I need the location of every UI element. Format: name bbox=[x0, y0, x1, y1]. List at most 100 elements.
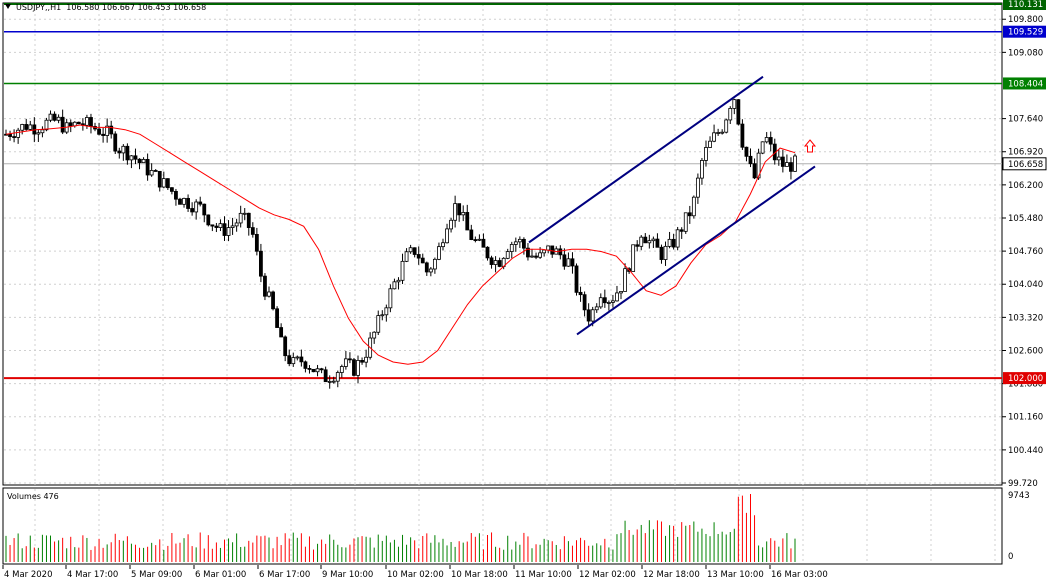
candle-body bbox=[384, 307, 389, 316]
price-panel bbox=[2, 2, 1003, 486]
price-tick-label: 100.440 bbox=[1008, 446, 1043, 456]
candle-body bbox=[234, 222, 239, 227]
candle-body bbox=[36, 132, 41, 135]
candle-body bbox=[760, 141, 765, 154]
candle-body bbox=[432, 258, 437, 270]
candle-body bbox=[275, 308, 279, 328]
time-label: 12 Mar 18:00 bbox=[643, 570, 700, 580]
time-label: 10 Mar 02:00 bbox=[387, 570, 444, 580]
candle-body bbox=[582, 294, 587, 311]
candle-body bbox=[732, 99, 737, 109]
candle-body bbox=[542, 249, 547, 254]
time-label: 4 Mar 17:00 bbox=[67, 570, 118, 580]
candle-body bbox=[481, 238, 486, 248]
candle-body bbox=[125, 145, 130, 161]
candle-body bbox=[695, 177, 700, 198]
candle-body bbox=[214, 225, 219, 228]
candle-body bbox=[720, 131, 725, 134]
price-tick-label: 105.480 bbox=[1008, 214, 1043, 224]
collapse-arrow-icon[interactable] bbox=[5, 4, 11, 9]
price-tick-label: 109.800 bbox=[1008, 15, 1043, 25]
candle-body bbox=[113, 133, 118, 152]
candle-body bbox=[149, 170, 154, 176]
candle-body bbox=[133, 155, 138, 160]
candle-body bbox=[360, 360, 364, 363]
candle-body bbox=[117, 150, 122, 154]
candle-body bbox=[319, 368, 324, 371]
candle-body bbox=[619, 291, 623, 294]
current-price-tag bbox=[1002, 157, 1047, 171]
candle-body bbox=[335, 372, 340, 382]
candle-body bbox=[776, 156, 781, 161]
candle-body bbox=[89, 117, 93, 127]
candle-body bbox=[145, 158, 150, 176]
candle-body bbox=[182, 197, 186, 205]
candle-body bbox=[40, 129, 45, 134]
time-label: 6 Mar 01:00 bbox=[195, 570, 246, 580]
candle-body bbox=[716, 132, 721, 134]
candle-body bbox=[437, 246, 441, 260]
candle-body bbox=[631, 244, 636, 272]
candle-body bbox=[315, 368, 320, 373]
candle-body bbox=[546, 245, 551, 251]
candle-body bbox=[307, 368, 312, 370]
candle-body bbox=[12, 136, 16, 138]
candle-body bbox=[602, 297, 607, 304]
time-label: 5 Mar 09:00 bbox=[131, 570, 182, 580]
candle-body bbox=[194, 201, 199, 213]
level-tag-label-red: 102.000 bbox=[1008, 374, 1043, 384]
time-label: 4 Mar 2020 bbox=[4, 570, 52, 580]
candle-body bbox=[311, 368, 316, 373]
candle-body bbox=[416, 254, 421, 259]
candle-body bbox=[497, 260, 502, 267]
candle-body bbox=[56, 116, 61, 121]
price-axis: 109.800 109.080 107.640 106.920 106.200 105.4… bbox=[1002, 0, 1047, 489]
level-tag-blue bbox=[1003, 25, 1046, 38]
candle-body bbox=[449, 219, 453, 230]
level-tag-green bbox=[1003, 77, 1046, 90]
candle-body bbox=[299, 356, 304, 363]
time-label: 12 Mar 02:00 bbox=[579, 570, 636, 580]
candle-body bbox=[153, 170, 158, 172]
candle-body bbox=[52, 113, 57, 121]
candle-body bbox=[76, 121, 81, 125]
time-label: 9 Mar 10:00 bbox=[322, 570, 373, 580]
candle-body bbox=[283, 336, 288, 357]
candle-body bbox=[303, 361, 308, 369]
volume-panel bbox=[2, 487, 1003, 565]
candle-body bbox=[505, 251, 510, 259]
candle-body bbox=[24, 124, 29, 130]
candle-body bbox=[327, 380, 332, 383]
candle-body bbox=[639, 236, 644, 247]
candle-body bbox=[169, 187, 174, 192]
candle-body bbox=[526, 247, 530, 258]
candle-body bbox=[574, 265, 579, 293]
candle-body bbox=[724, 119, 729, 133]
candle-body bbox=[105, 125, 110, 136]
candle-body bbox=[348, 358, 352, 361]
candle-body bbox=[259, 250, 263, 277]
candle-body bbox=[623, 268, 627, 292]
candle-body bbox=[635, 244, 640, 247]
candle-body bbox=[534, 255, 538, 258]
candle-body bbox=[615, 292, 619, 302]
candle-body bbox=[408, 247, 413, 253]
ohlc-values: 106.580 106.667 106.453 106.658 bbox=[66, 3, 207, 12]
level-tag-red bbox=[1003, 372, 1046, 385]
time-label: 13 Mar 10:00 bbox=[707, 570, 764, 580]
volume-bars bbox=[5, 494, 796, 562]
candle-body bbox=[295, 356, 300, 359]
candle-body bbox=[202, 203, 207, 216]
candle-body bbox=[161, 178, 166, 188]
candle-body bbox=[60, 116, 65, 133]
candle-body bbox=[764, 137, 769, 143]
candle-body bbox=[412, 247, 417, 255]
candle-body bbox=[97, 128, 101, 135]
candle-body bbox=[517, 238, 522, 243]
volume-max-label: 9743 bbox=[1008, 491, 1030, 501]
candle-body bbox=[352, 359, 356, 376]
candle-body bbox=[190, 208, 195, 213]
candle-body bbox=[85, 117, 89, 126]
